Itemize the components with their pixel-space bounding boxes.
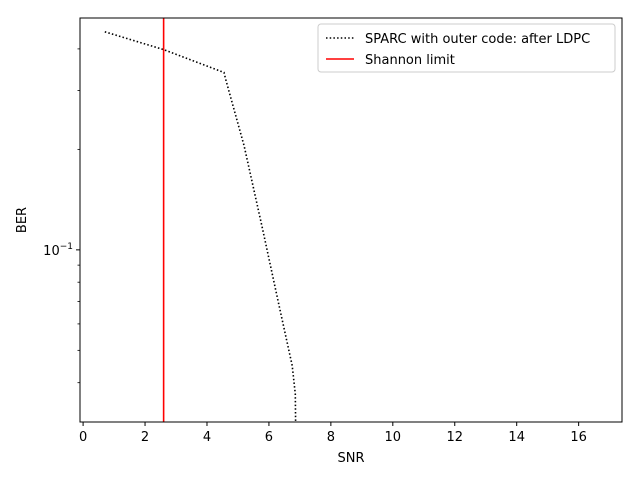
x-tick-label: 4 [203, 430, 211, 445]
series-sparc-line [104, 31, 297, 423]
plot-area [80, 18, 622, 422]
legend: SPARC with outer code: after LDPC Shannon… [317, 23, 616, 73]
x-tick-label: 8 [327, 430, 335, 445]
y-axis-label: BER [15, 207, 30, 233]
x-tick-label: 16 [570, 430, 587, 445]
series-layer [104, 18, 297, 423]
x-tick-label: 14 [508, 430, 525, 445]
legend-box [317, 23, 616, 73]
legend-label-sparc: SPARC with outer code: after LDPC [365, 32, 590, 47]
x-tick-label: 2 [141, 430, 149, 445]
x-tick-label: 10 [385, 430, 402, 445]
x-tick-label: 6 [265, 430, 273, 445]
x-tick-label: 12 [446, 430, 463, 445]
y-tick-label: 10−1 [43, 242, 73, 259]
x-tick-label: 0 [79, 430, 87, 445]
legend-label-shannon: Shannon limit [365, 53, 455, 68]
x-axis-label: SNR [337, 451, 364, 466]
axes-layer: 0 2 4 6 8 10 12 14 16 10−1 [43, 17, 623, 445]
axes-frame [79, 17, 623, 423]
